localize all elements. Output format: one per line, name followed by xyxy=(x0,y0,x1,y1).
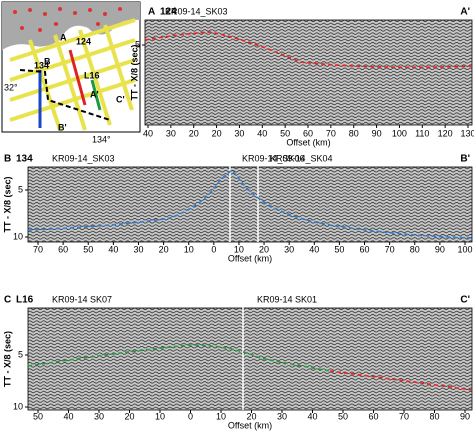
line-name: 134 xyxy=(16,154,33,165)
map-inset xyxy=(1,1,141,133)
segment-label: KR09-14_SK06 xyxy=(242,153,305,163)
x-tick-label: 50 xyxy=(83,244,93,254)
x-tick-label: 30 xyxy=(166,128,176,138)
seismic-section xyxy=(27,307,473,411)
x-tick-label: 120 xyxy=(438,128,453,138)
horizon xyxy=(27,168,473,239)
y-axis-label: TT - X/8 (sec) xyxy=(2,176,12,232)
x-tick-label: 20 xyxy=(159,244,169,254)
x-tick-label: 80 xyxy=(349,128,359,138)
x-tick-label: 10 xyxy=(216,411,226,421)
seismic-section xyxy=(27,166,473,243)
map-label: B' xyxy=(58,122,67,132)
x-tick-label: 10 xyxy=(184,244,194,254)
x-tick-label: 40 xyxy=(257,128,267,138)
x-axis-label: Offset (km) xyxy=(228,420,272,430)
x-tick-label: 60 xyxy=(360,244,370,254)
x-tick-label: 40 xyxy=(307,411,317,421)
map-label: C' xyxy=(116,94,125,104)
x-tick-label: 80 xyxy=(429,411,439,421)
x-tick-label: 20 xyxy=(189,128,199,138)
line-name: L16 xyxy=(16,295,34,306)
x-tick-label: 60 xyxy=(58,244,68,254)
x-tick-label: 20 xyxy=(212,128,222,138)
x-tick-label: 40 xyxy=(143,128,153,138)
x-tick-label: 60 xyxy=(368,411,378,421)
x-tick-label: 0 xyxy=(188,411,193,421)
y-axis-label: TT - X/8 (sec) xyxy=(2,331,12,387)
segment-label: KR09-14_SK03 xyxy=(52,153,115,163)
map-label: A xyxy=(60,32,67,42)
panel-letter: B xyxy=(4,154,11,165)
y-tick-label: 5 xyxy=(18,184,23,194)
panel-end: A' xyxy=(460,7,470,18)
x-tick-label: 10 xyxy=(155,411,165,421)
y-axis-label: TT - X/8 (sec) xyxy=(129,44,139,100)
x-tick-label: 50 xyxy=(33,411,43,421)
map-label: B xyxy=(44,56,51,66)
x-tick-label: 80 xyxy=(410,244,420,254)
x-tick-label: 40 xyxy=(108,244,118,254)
x-tick-label: 110 xyxy=(415,128,429,138)
y-tick-label: 10 xyxy=(13,401,23,411)
segment-label: KR09-14_SK04 xyxy=(270,153,333,163)
x-tick-label: 30 xyxy=(234,128,244,138)
x-tick-label: 30 xyxy=(133,244,143,254)
segment-label: KR09-14 SK07 xyxy=(52,294,112,304)
x-tick-label: 20 xyxy=(124,411,134,421)
panel-end: C' xyxy=(460,295,470,306)
x-tick-label: 70 xyxy=(33,244,43,254)
map-label: A' xyxy=(90,89,99,99)
x-tick-label: 20 xyxy=(246,411,256,421)
x-axis-label: Offset (km) xyxy=(286,137,330,147)
x-tick-label: 100 xyxy=(457,244,472,254)
y-tick-label: 5 xyxy=(135,39,140,49)
map-label: 124 xyxy=(76,36,91,46)
map-lat: 32° xyxy=(4,82,18,92)
x-tick-label: 30 xyxy=(277,411,287,421)
x-tick-label: 70 xyxy=(326,128,336,138)
x-tick-label: 50 xyxy=(280,128,290,138)
horizon xyxy=(329,370,473,391)
panel-letter: C xyxy=(4,295,11,306)
map-lon: 134° xyxy=(92,134,111,144)
x-tick-label: 90 xyxy=(435,244,445,254)
panel-end: B' xyxy=(460,154,470,165)
horizon xyxy=(27,344,331,372)
x-tick-label: 10 xyxy=(234,244,244,254)
x-tick-label: 130 xyxy=(460,128,474,138)
x-tick-label: 40 xyxy=(309,244,319,254)
x-tick-label: 60 xyxy=(303,128,313,138)
horizon xyxy=(144,31,473,69)
panel-letter: A xyxy=(148,7,155,18)
x-tick-label: 70 xyxy=(385,244,395,254)
x-axis-label: Offset (km) xyxy=(228,253,272,263)
x-tick-label: 40 xyxy=(63,411,73,421)
y-tick-label: 5 xyxy=(18,349,23,359)
map-label: 134 xyxy=(34,60,49,70)
x-tick-label: 50 xyxy=(334,244,344,254)
x-tick-label: 50 xyxy=(338,411,348,421)
x-tick-label: 20 xyxy=(259,244,269,254)
x-tick-label: 30 xyxy=(94,411,104,421)
segment-label: KR09-14_SK03 xyxy=(165,6,228,16)
x-tick-label: 90 xyxy=(460,411,470,421)
x-tick-label: 90 xyxy=(372,128,382,138)
y-tick-label: 10 xyxy=(13,231,23,241)
seismic-section xyxy=(144,19,473,126)
map-label: L16 xyxy=(84,70,100,80)
x-tick-label: 100 xyxy=(392,128,407,138)
x-tick-label: 30 xyxy=(284,244,294,254)
line-name: 124 xyxy=(160,7,177,18)
segment-label: KR09-14 SK01 xyxy=(257,294,317,304)
x-tick-label: 70 xyxy=(399,411,409,421)
x-tick-label: 0 xyxy=(211,244,216,254)
